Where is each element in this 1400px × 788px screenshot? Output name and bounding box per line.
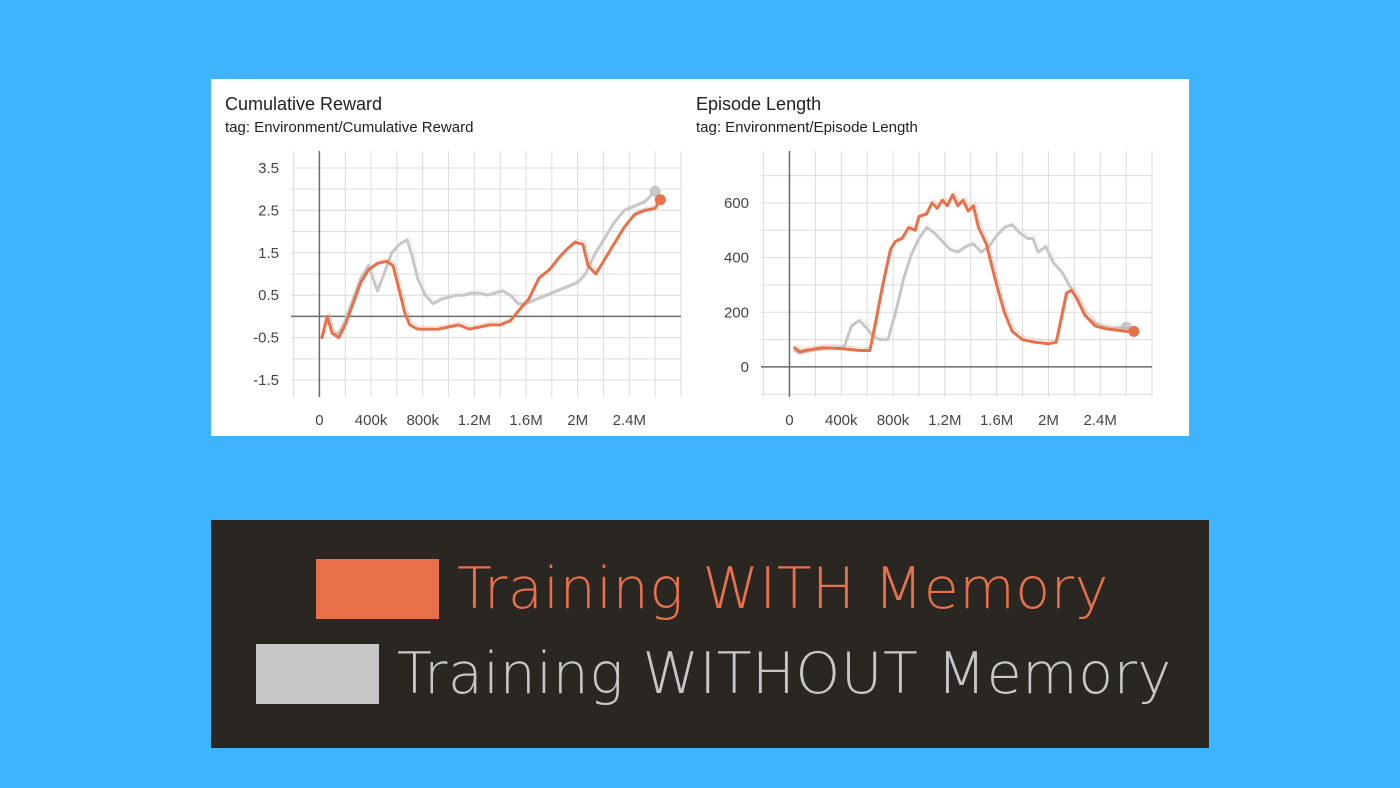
x-tick-label: 2.4M bbox=[1084, 412, 1117, 429]
series-line-without_memory bbox=[320, 189, 657, 340]
y-tick-label: -1.5 bbox=[253, 372, 279, 389]
series-line-without_memory bbox=[793, 223, 1128, 355]
y-tick-label: 200 bbox=[724, 304, 749, 321]
legend-label-without-memory: Training WITHOUT Memory bbox=[397, 641, 1172, 707]
chart-title: Cumulative Reward bbox=[225, 94, 383, 114]
legend-swatch-with-memory bbox=[316, 559, 439, 619]
y-tick-label: 1.5 bbox=[258, 245, 279, 262]
y-tick-label: 2.5 bbox=[258, 202, 279, 219]
x-tick-label: 800k bbox=[877, 412, 910, 429]
y-tick-label: 3.5 bbox=[258, 160, 279, 177]
legend-item-with-memory: Training WITH Memory bbox=[316, 556, 1109, 622]
series-end-point-with_memory bbox=[654, 194, 666, 206]
x-tick-label: 1.6M bbox=[980, 412, 1013, 429]
x-tick-label: 0 bbox=[315, 412, 323, 429]
episode-length-plot: 0 400k 800k 1.2M 1.6M 2M 2.4M 600 400 200 0 bbox=[724, 151, 1153, 429]
y-tick-label: 0 bbox=[741, 359, 749, 376]
grid bbox=[761, 151, 1153, 397]
x-tick-label: 400k bbox=[825, 412, 858, 429]
series-raw-with_memory bbox=[796, 190, 1136, 350]
x-tick-label: 400k bbox=[355, 412, 388, 429]
x-tick-label: 1.6M bbox=[509, 412, 542, 429]
legend-swatch-without-memory bbox=[256, 644, 379, 704]
cumulative-reward-chart: Cumulative Reward tag: Environment/Cumul… bbox=[211, 79, 682, 436]
y-tick-label: 400 bbox=[724, 250, 749, 267]
legend: Training WITH Memory Training WITHOUT Me… bbox=[211, 520, 1209, 748]
cumulative-reward-plot: 0 400k 800k 1.2M 1.6M 2M 2.4M 3.5 2.5 1.5 0.5 -0.5 -… bbox=[253, 151, 682, 429]
episode-length-chart: Episode Length tag: Environment/Episode … bbox=[696, 79, 1166, 436]
legend-label-with-memory: Training WITH Memory bbox=[457, 556, 1109, 622]
x-tick-label: 2M bbox=[567, 412, 588, 429]
legend-item-without-memory: Training WITHOUT Memory bbox=[256, 641, 1172, 707]
grid bbox=[291, 151, 682, 397]
x-tick-label: 800k bbox=[406, 412, 439, 429]
x-tick-label: 2.4M bbox=[613, 412, 646, 429]
series-line-with_memory bbox=[793, 193, 1136, 354]
x-tick-label: 1.2M bbox=[458, 412, 491, 429]
chart-title: Episode Length bbox=[696, 94, 822, 114]
charts-panel: Cumulative Reward tag: Environment/Cumul… bbox=[211, 79, 1189, 436]
y-tick-label: -0.5 bbox=[253, 330, 279, 347]
y-tick-label: 600 bbox=[724, 195, 749, 212]
series-line-with_memory bbox=[320, 198, 662, 340]
chart-subtitle: tag: Environment/Episode Length bbox=[696, 119, 918, 136]
x-tick-label: 0 bbox=[785, 412, 793, 429]
series-end-point-without_memory bbox=[649, 185, 661, 197]
y-tick-label: 0.5 bbox=[258, 287, 279, 304]
chart-subtitle: tag: Environment/Cumulative Reward bbox=[225, 119, 474, 136]
series-end-point-with_memory bbox=[1128, 325, 1140, 337]
series-raw-without_memory bbox=[796, 221, 1129, 351]
x-tick-label: 2M bbox=[1038, 412, 1059, 429]
x-tick-label: 1.2M bbox=[928, 412, 961, 429]
